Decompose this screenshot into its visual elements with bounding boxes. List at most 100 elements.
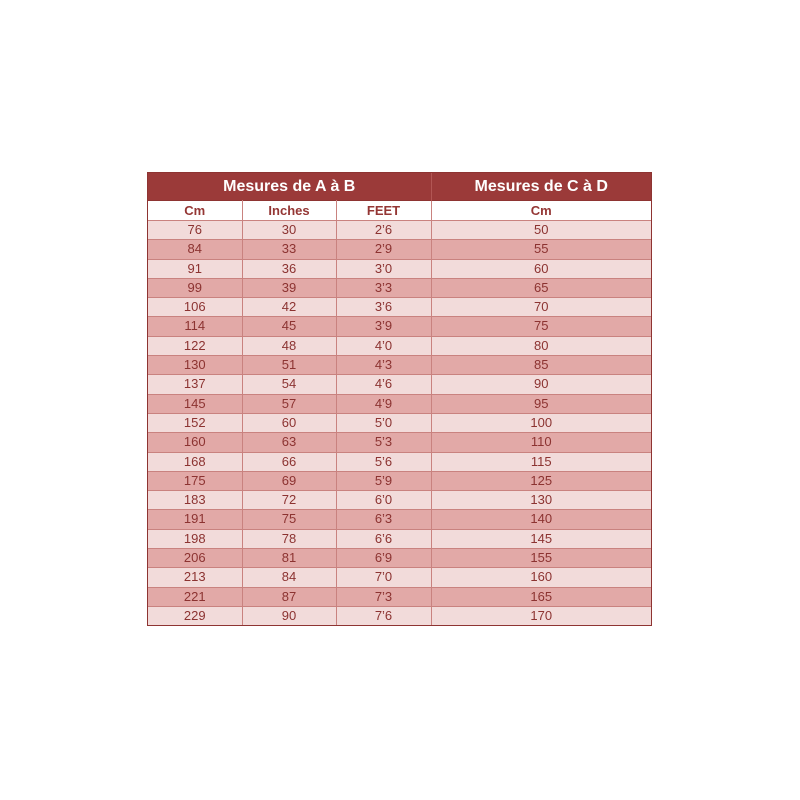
table-row: 198 78 6’6 145 xyxy=(148,528,651,550)
table-cell: 66 xyxy=(241,451,337,472)
table-cell: 145 xyxy=(148,393,243,414)
table-cell: 152 xyxy=(148,412,243,434)
table-cell: 7’6 xyxy=(335,605,432,626)
table-cell: 100 xyxy=(430,412,651,434)
table-cell: 4’3 xyxy=(335,355,432,376)
table-cell: 60 xyxy=(430,258,651,279)
size-conversion-table-frame: Mesures de A à B Mesures de C à D Cm Inc… xyxy=(147,172,652,627)
table-cell: 95 xyxy=(430,393,651,414)
table-cell: 183 xyxy=(148,490,243,511)
table-row: 175 69 5’9 125 xyxy=(148,470,651,492)
table-cell: 3’6 xyxy=(335,297,432,318)
table-cell: 70 xyxy=(430,297,651,318)
table-cell: 4’6 xyxy=(335,374,432,395)
table-cell: 42 xyxy=(241,297,337,318)
table-cell: 7’0 xyxy=(335,567,432,588)
table-row: 145 57 4’9 95 xyxy=(148,393,651,414)
table-row: 106 42 3’6 70 xyxy=(148,297,651,318)
table-cell: 206 xyxy=(148,548,243,569)
table-cell: 3’0 xyxy=(335,258,432,279)
table-row: 213 84 7’0 160 xyxy=(148,567,651,588)
table-cell: 51 xyxy=(241,355,337,376)
table-cell: 122 xyxy=(148,335,243,357)
table-row: 137 54 4’6 90 xyxy=(148,374,651,395)
table-cell: 145 xyxy=(430,528,651,550)
table-row: 91 36 3’0 60 xyxy=(148,258,651,279)
table-row: 99 39 3’3 65 xyxy=(148,277,651,299)
table-cell: 170 xyxy=(430,605,651,626)
table-cell: 2’6 xyxy=(335,219,432,241)
table-cell: 48 xyxy=(241,335,337,357)
table-row: 183 72 6’0 130 xyxy=(148,490,651,511)
table-cell: 50 xyxy=(430,219,651,241)
table-cell: 55 xyxy=(430,239,651,260)
table-row: 206 81 6’9 155 xyxy=(148,548,651,569)
table-cell: 140 xyxy=(430,509,651,530)
table-body: 76 30 2’6 50 84 33 2’9 55 91 36 3’0 60 99 39 3’3 65 106 4… xyxy=(148,219,651,626)
table-cell: 6’0 xyxy=(335,490,432,511)
table-cell: 175 xyxy=(148,470,243,492)
table-cell: 65 xyxy=(430,277,651,299)
table-cell: 75 xyxy=(430,316,651,337)
table-cell: 69 xyxy=(241,470,337,492)
table-cell: 72 xyxy=(241,490,337,511)
table-cell: 4’0 xyxy=(335,335,432,357)
table-cell: 75 xyxy=(241,509,337,530)
table-cell: 5’6 xyxy=(335,451,432,472)
column-header-cm-left: Cm xyxy=(148,200,243,221)
table-cell: 90 xyxy=(430,374,651,395)
table-cell: 57 xyxy=(241,393,337,414)
table-cell: 54 xyxy=(241,374,337,395)
table-cell: 81 xyxy=(241,548,337,569)
table-cell: 137 xyxy=(148,374,243,395)
table-cell: 110 xyxy=(430,432,651,453)
table-cell: 33 xyxy=(241,239,337,260)
column-header-cm-right: Cm xyxy=(430,200,651,221)
table-cell: 221 xyxy=(148,586,243,607)
column-header-row: Cm Inches FEET Cm xyxy=(148,200,651,221)
table-cell: 168 xyxy=(148,451,243,472)
table-cell: 191 xyxy=(148,509,243,530)
table-cell: 130 xyxy=(430,490,651,511)
table-cell: 39 xyxy=(241,277,337,299)
table-cell: 155 xyxy=(430,548,651,569)
table-cell: 99 xyxy=(148,277,243,299)
table-cell: 84 xyxy=(241,567,337,588)
table-cell: 84 xyxy=(148,239,243,260)
table-cell: 45 xyxy=(241,316,337,337)
table-cell: 80 xyxy=(430,335,651,357)
table-cell: 3’3 xyxy=(335,277,432,299)
table-row: 76 30 2’6 50 xyxy=(148,219,651,241)
table-cell: 160 xyxy=(148,432,243,453)
header-group-row: Mesures de A à B Mesures de C à D xyxy=(148,173,651,201)
table-cell: 198 xyxy=(148,528,243,550)
size-conversion-table: Mesures de A à B Mesures de C à D Cm Inc… xyxy=(148,173,651,626)
table-cell: 3’9 xyxy=(335,316,432,337)
table-cell: 90 xyxy=(241,605,337,626)
table-row: 130 51 4’3 85 xyxy=(148,355,651,376)
table-cell: 5’9 xyxy=(335,470,432,492)
table-cell: 30 xyxy=(241,219,337,241)
table-row: 191 75 6’3 140 xyxy=(148,509,651,530)
table-cell: 115 xyxy=(430,451,651,472)
table-cell: 85 xyxy=(430,355,651,376)
header-group-mesures-c-d: Mesures de C à D xyxy=(431,173,651,201)
table-cell: 2’9 xyxy=(335,239,432,260)
table-row: 122 48 4’0 80 xyxy=(148,335,651,357)
table-cell: 76 xyxy=(148,219,243,241)
table-cell: 5’0 xyxy=(335,412,432,434)
table-cell: 130 xyxy=(148,355,243,376)
table-cell: 106 xyxy=(148,297,243,318)
column-header-inches: Inches xyxy=(241,200,337,221)
table-cell: 6’3 xyxy=(335,509,432,530)
table-row: 160 63 5’3 110 xyxy=(148,432,651,453)
table-cell: 114 xyxy=(148,316,243,337)
table-cell: 213 xyxy=(148,567,243,588)
table-cell: 6’6 xyxy=(335,528,432,550)
table-cell: 229 xyxy=(148,605,243,626)
header-group-mesures-a-b: Mesures de A à B xyxy=(148,173,432,201)
table-cell: 7’3 xyxy=(335,586,432,607)
table-row: 114 45 3’9 75 xyxy=(148,316,651,337)
table-row: 152 60 5’0 100 xyxy=(148,412,651,434)
